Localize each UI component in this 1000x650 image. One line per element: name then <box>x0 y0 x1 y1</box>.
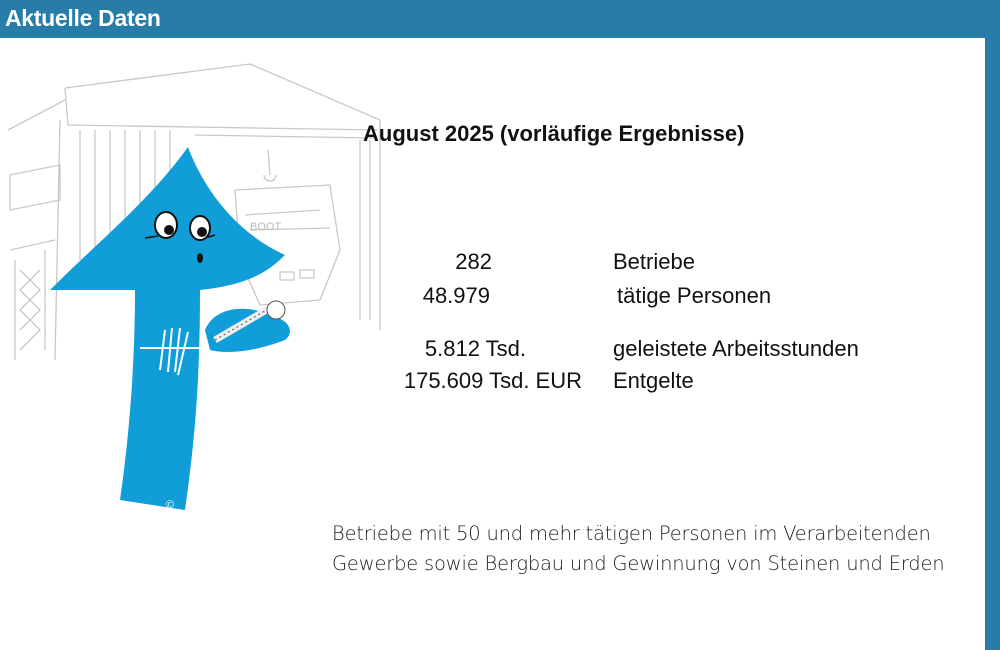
header-title: Aktuelle Daten <box>5 5 161 31</box>
stat-label-personen: tätige Personen <box>617 283 772 308</box>
footnote-line-2: Gewerbe sowie Bergbau und Gewinnung von … <box>332 552 945 575</box>
arrow-mascot-illustration: BOOT © <box>7 63 381 511</box>
stat-value-arbeitsstunden: 5.812 Tsd. <box>424 336 526 361</box>
arrow-mascot-icon: © <box>50 147 290 511</box>
factory-sketch-icon: BOOT <box>7 63 381 361</box>
stat-value-personen: 48.979 <box>422 283 490 308</box>
header-bar: Aktuelle Daten <box>0 0 1000 38</box>
stat-value-entgelte: 175.609 Tsd. EUR <box>403 368 582 393</box>
stat-label-entgelte: Entgelte <box>613 368 694 393</box>
copyright-mark: © <box>166 499 174 511</box>
stat-label-arbeitsstunden: geleistete Arbeitsstunden <box>613 336 859 361</box>
stat-value-betriebe: 282 <box>455 249 492 274</box>
period-title: August 2025 (vorläufige Ergebnisse) <box>363 121 745 146</box>
footnote: Betriebe mit 50 und mehr tätigen Persone… <box>332 519 945 579</box>
stat-label-betriebe: Betriebe <box>613 249 695 274</box>
footnote-line-1: Betriebe mit 50 und mehr tätigen Persone… <box>332 522 931 545</box>
boot-sketch-label: BOOT <box>250 221 281 233</box>
